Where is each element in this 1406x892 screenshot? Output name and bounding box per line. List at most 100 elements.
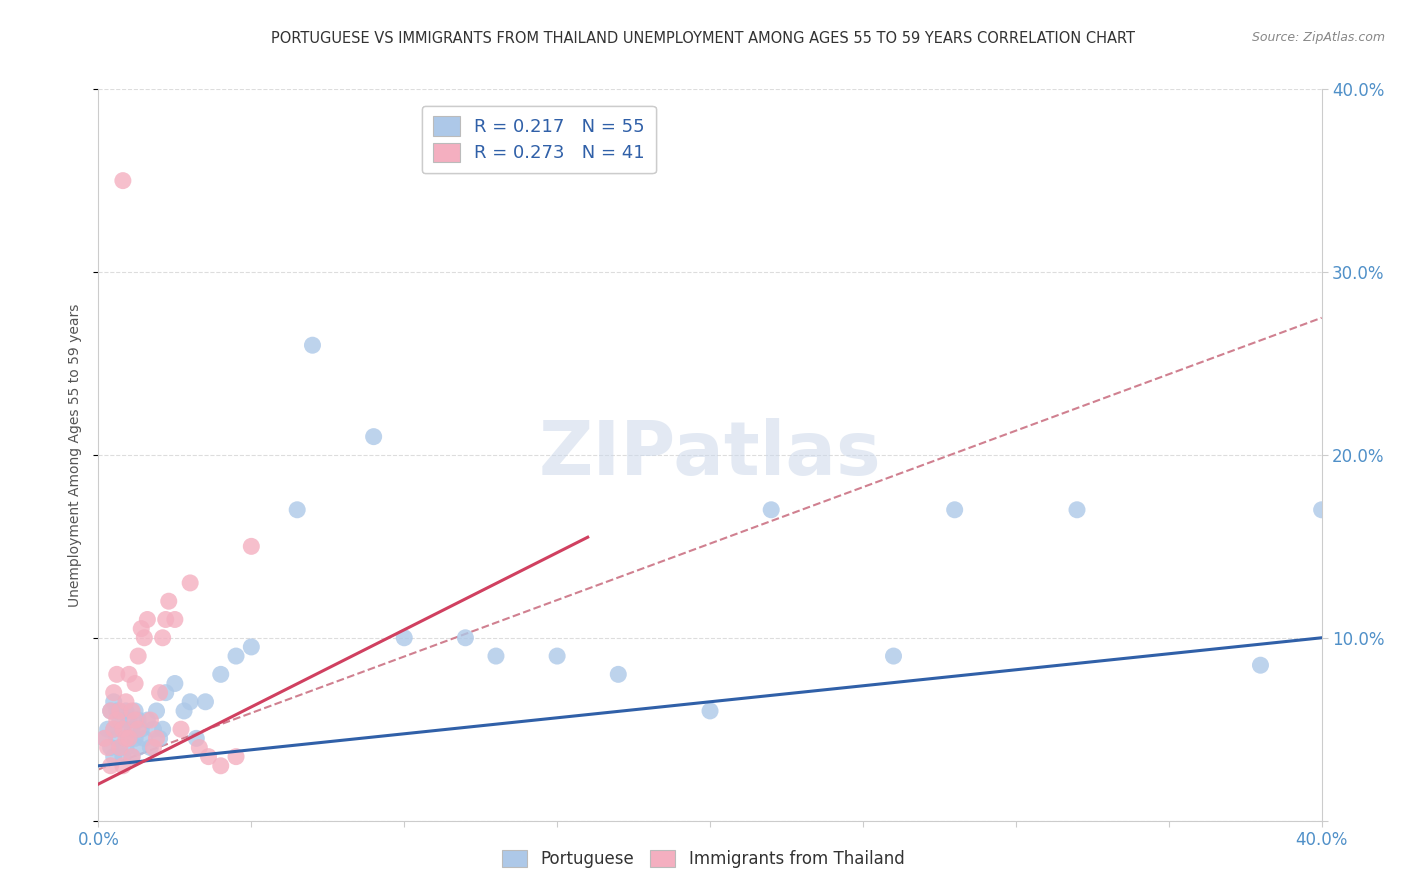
- Text: PORTUGUESE VS IMMIGRANTS FROM THAILAND UNEMPLOYMENT AMONG AGES 55 TO 59 YEARS CO: PORTUGUESE VS IMMIGRANTS FROM THAILAND U…: [271, 31, 1135, 46]
- Point: [111, 174, 134, 188]
- Point: [105, 713, 128, 727]
- Point: [111, 723, 134, 737]
- Point: [152, 631, 174, 645]
- Point: [118, 731, 141, 746]
- Point: [129, 723, 152, 737]
- Point: [100, 740, 122, 755]
- Point: [103, 723, 125, 737]
- Point: [121, 749, 143, 764]
- Point: [136, 713, 159, 727]
- Point: [115, 740, 138, 755]
- Point: [93, 731, 115, 746]
- Point: [121, 723, 143, 737]
- Legend: Portuguese, Immigrants from Thailand: Portuguese, Immigrants from Thailand: [495, 843, 911, 875]
- Point: [97, 723, 120, 737]
- Point: [108, 704, 131, 718]
- Text: ZIPatlas: ZIPatlas: [538, 418, 882, 491]
- Point: [93, 731, 115, 746]
- Point: [103, 749, 125, 764]
- Point: [392, 631, 416, 645]
- Point: [1310, 502, 1333, 516]
- Point: [179, 576, 201, 591]
- Point: [118, 667, 141, 681]
- Point: [240, 640, 263, 654]
- Point: [105, 731, 128, 746]
- Text: Source: ZipAtlas.com: Source: ZipAtlas.com: [1251, 31, 1385, 45]
- Point: [139, 713, 162, 727]
- Point: [124, 676, 146, 690]
- Point: [124, 713, 146, 727]
- Point: [100, 704, 122, 718]
- Point: [97, 740, 120, 755]
- Point: [1249, 658, 1271, 673]
- Point: [103, 685, 125, 699]
- Point: [134, 731, 156, 746]
- Point: [179, 695, 201, 709]
- Point: [124, 731, 146, 746]
- Point: [943, 502, 966, 516]
- Point: [152, 723, 174, 737]
- Point: [100, 704, 122, 718]
- Point: [121, 704, 143, 718]
- Point: [163, 676, 186, 690]
- Point: [111, 723, 134, 737]
- Point: [197, 749, 219, 764]
- Point: [149, 685, 172, 699]
- Point: [127, 740, 149, 755]
- Point: [121, 749, 143, 764]
- Point: [225, 749, 247, 764]
- Point: [134, 631, 156, 645]
- Point: [1066, 502, 1088, 516]
- Point: [100, 758, 122, 772]
- Point: [209, 667, 232, 681]
- Point: [103, 723, 125, 737]
- Point: [485, 649, 508, 664]
- Point: [129, 622, 152, 636]
- Y-axis label: Unemployment Among Ages 55 to 59 years: Unemployment Among Ages 55 to 59 years: [69, 303, 83, 607]
- Point: [142, 723, 165, 737]
- Point: [155, 613, 177, 627]
- Point: [170, 723, 193, 737]
- Point: [157, 594, 180, 608]
- Point: [145, 704, 167, 718]
- Point: [108, 740, 131, 755]
- Point: [115, 704, 138, 718]
- Point: [163, 613, 186, 627]
- Point: [188, 740, 211, 755]
- Point: [285, 502, 308, 516]
- Point: [124, 704, 146, 718]
- Point: [186, 731, 208, 746]
- Point: [145, 731, 167, 746]
- Point: [115, 731, 138, 746]
- Point: [118, 731, 141, 746]
- Point: [546, 649, 568, 664]
- Point: [127, 723, 149, 737]
- Point: [118, 713, 141, 727]
- Point: [209, 758, 232, 772]
- Point: [142, 740, 165, 755]
- Point: [301, 338, 323, 352]
- Point: [111, 758, 134, 772]
- Point: [607, 667, 630, 681]
- Point: [115, 695, 138, 709]
- Point: [108, 713, 131, 727]
- Point: [136, 613, 159, 627]
- Point: [108, 740, 131, 755]
- Point: [225, 649, 247, 664]
- Point: [363, 430, 385, 444]
- Point: [155, 685, 177, 699]
- Point: [883, 649, 905, 664]
- Point: [454, 631, 477, 645]
- Point: [759, 502, 782, 516]
- Legend: R = 0.217   N = 55, R = 0.273   N = 41: R = 0.217 N = 55, R = 0.273 N = 41: [422, 105, 655, 173]
- Point: [149, 731, 172, 746]
- Point: [105, 704, 128, 718]
- Point: [173, 704, 195, 718]
- Point: [240, 539, 263, 553]
- Point: [194, 695, 217, 709]
- Point: [105, 667, 128, 681]
- Point: [103, 695, 125, 709]
- Point: [139, 740, 162, 755]
- Point: [127, 713, 149, 727]
- Point: [699, 704, 721, 718]
